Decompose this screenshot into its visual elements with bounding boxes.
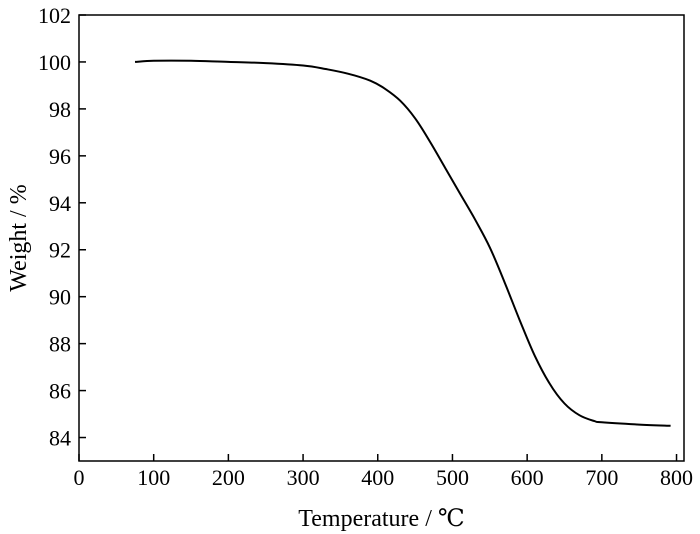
x-axis-ticks: 0 100 200 300 400 500 600 700 800 xyxy=(74,454,693,490)
x-tick-label: 600 xyxy=(511,465,544,490)
x-tick-label: 400 xyxy=(361,465,394,490)
y-axis-ticks: 84 86 88 90 92 94 96 98 100 102 xyxy=(38,3,86,451)
y-tick-label: 102 xyxy=(38,3,71,28)
x-axis-label: Temperature / ℃ xyxy=(298,506,464,532)
y-tick-label: 84 xyxy=(49,426,71,451)
series-line xyxy=(134,59,671,427)
x-tick-label: 700 xyxy=(585,465,618,490)
x-tick-label: 800 xyxy=(660,465,693,490)
y-tick-label: 90 xyxy=(49,285,71,310)
y-tick-label: 86 xyxy=(49,379,71,404)
x-tick-label: 100 xyxy=(137,465,170,490)
y-tick-label: 100 xyxy=(38,50,71,75)
x-tick-label: 200 xyxy=(212,465,245,490)
x-tick-label: 0 xyxy=(74,465,85,490)
y-tick-label: 92 xyxy=(49,238,71,263)
y-tick-label: 94 xyxy=(49,191,71,216)
y-axis-label: Weight / % xyxy=(6,184,32,291)
y-tick-label: 98 xyxy=(49,97,71,122)
x-tick-label: 500 xyxy=(436,465,469,490)
y-tick-label: 88 xyxy=(49,332,71,357)
plot-frame xyxy=(78,14,685,462)
x-tick-label: 300 xyxy=(287,465,320,490)
y-tick-label: 96 xyxy=(49,144,71,169)
